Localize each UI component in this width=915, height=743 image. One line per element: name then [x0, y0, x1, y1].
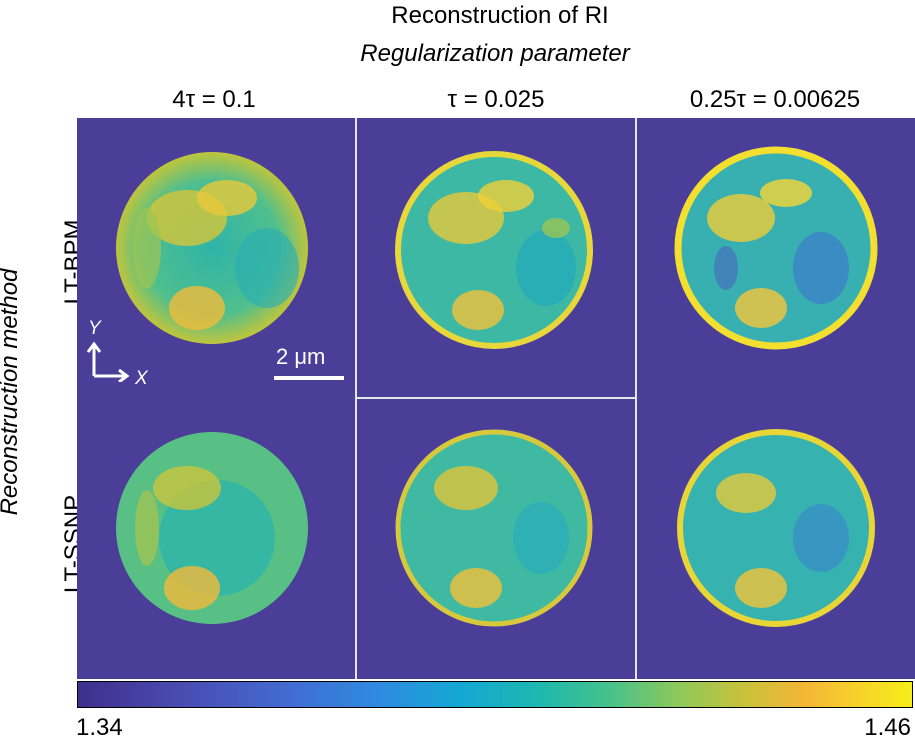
cell-image [116, 432, 308, 624]
column-header-0: 4τ = 0.1 [172, 86, 256, 113]
panel-ssnp-tau [356, 398, 636, 679]
scale-bar [274, 376, 344, 380]
panel-bpm-025tau [636, 118, 915, 398]
axes-arrows-icon [86, 341, 130, 382]
colorbar [77, 681, 913, 708]
colorbar-max-label: 1.46 [864, 714, 911, 741]
scale-bar-label: 2 μm [276, 344, 326, 369]
row-axis-title: Reconstruction method [0, 268, 23, 516]
panel-ssnp-025tau [636, 398, 915, 679]
cell-image [395, 429, 593, 627]
column-header-2: 0.25τ = 0.00625 [689, 86, 861, 113]
axis-x-label: X [135, 368, 148, 389]
figure-title: Reconstruction of RI [391, 2, 609, 29]
cell-image [395, 151, 593, 349]
column-axis-title: Regularization parameter [360, 40, 630, 67]
cell-image [674, 146, 878, 350]
panel-bpm-4tau [77, 118, 356, 398]
column-header-1: τ = 0.025 [447, 86, 545, 113]
axis-y-label: Y [88, 318, 101, 339]
panel-ssnp-4tau [77, 398, 356, 679]
cell-image [116, 152, 308, 344]
divider-horizontal [356, 397, 636, 399]
cell-image [677, 429, 875, 627]
panel-bpm-tau [356, 118, 636, 398]
divider-vertical-2 [635, 118, 637, 679]
colorbar-min-label: 1.34 [76, 714, 123, 741]
image-grid [77, 118, 915, 679]
